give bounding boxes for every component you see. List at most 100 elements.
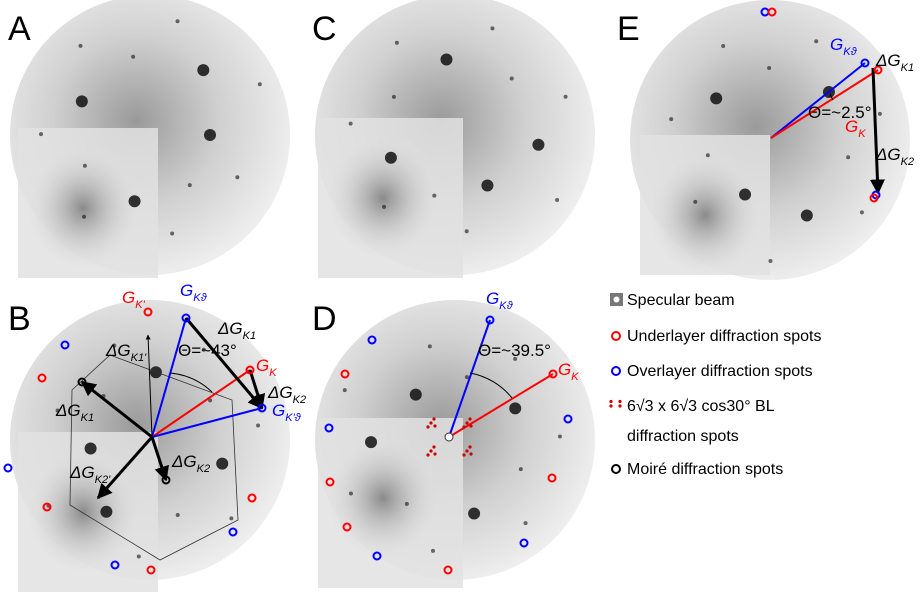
spot xyxy=(256,424,260,428)
label-main: G xyxy=(845,117,858,136)
spot xyxy=(343,388,347,392)
spot xyxy=(558,435,562,439)
label-sub: K1 xyxy=(243,330,256,342)
bl-spot xyxy=(465,449,468,452)
legend-text: Moiré diffraction spots xyxy=(627,461,783,478)
spot xyxy=(258,82,262,86)
label-sub: K' xyxy=(135,299,145,311)
legend-icon xyxy=(612,465,620,473)
spot xyxy=(431,549,435,553)
spot xyxy=(432,194,436,198)
bl-spot xyxy=(469,452,472,455)
label-main: G xyxy=(180,281,193,300)
label-sub: Kϑ xyxy=(843,46,857,58)
label-sub: Kϑ xyxy=(193,292,207,304)
label-main: G xyxy=(558,360,571,379)
label-sub: K2 xyxy=(293,394,306,406)
spot xyxy=(405,502,409,506)
label-main: ΔG xyxy=(171,452,197,471)
label-sub: K xyxy=(571,371,579,383)
bl-spot xyxy=(433,452,436,455)
spot xyxy=(137,554,141,558)
label-sub: K'ϑ xyxy=(285,412,301,424)
bl-spot xyxy=(468,417,471,420)
spot xyxy=(170,232,174,236)
label-main: G xyxy=(256,356,269,375)
spot xyxy=(79,44,83,48)
label-main: ΔG xyxy=(217,319,243,338)
label-main: G xyxy=(272,401,285,420)
spot xyxy=(188,183,192,187)
spot xyxy=(739,189,751,201)
spot-ring xyxy=(5,465,12,472)
spot xyxy=(82,215,86,219)
spot xyxy=(100,506,112,518)
legend-icon xyxy=(618,400,621,403)
spot xyxy=(706,153,710,157)
spot xyxy=(564,95,568,99)
spot xyxy=(767,66,771,70)
label-main: G xyxy=(486,289,499,308)
spot xyxy=(860,210,864,214)
spot xyxy=(524,521,528,525)
vector-label: GKϑ xyxy=(180,281,208,304)
figure: ACEBDGKϑΔGK1Θ=~2.5°GKΔGK2GK'GKϑΔGK1ΔGK1'… xyxy=(0,0,922,596)
legend-icon xyxy=(612,367,620,375)
spot xyxy=(846,155,850,159)
label-sub: K2' xyxy=(95,474,111,486)
spot xyxy=(204,129,216,141)
spot xyxy=(509,402,521,414)
spot xyxy=(216,458,228,470)
spot xyxy=(440,53,452,65)
spot xyxy=(428,344,432,348)
spot xyxy=(349,122,353,126)
spot xyxy=(669,117,673,121)
spot xyxy=(235,175,239,179)
spot xyxy=(721,44,725,48)
bl-spot xyxy=(432,445,435,448)
legend-text: diffraction spots xyxy=(627,428,739,445)
spot xyxy=(39,132,43,136)
label-text: Θ=~39.5° xyxy=(478,341,551,360)
legend-icon xyxy=(609,404,612,407)
legend-icon xyxy=(609,400,612,403)
spot xyxy=(710,92,722,104)
spot xyxy=(814,39,818,43)
label-main: ΔG xyxy=(55,401,81,420)
label-main: ΔG xyxy=(267,383,293,402)
spot xyxy=(395,41,399,45)
legend-text: Underlayer diffraction spots xyxy=(627,328,821,345)
bl-spot xyxy=(465,421,468,424)
vector-label: Θ=~39.5° xyxy=(478,341,551,360)
spot xyxy=(229,516,233,520)
bl-spot xyxy=(432,417,435,420)
spot xyxy=(176,513,180,517)
spot xyxy=(468,508,480,520)
label-main: G xyxy=(122,288,135,307)
label-main: ΔG xyxy=(875,51,901,70)
label-sub: K xyxy=(269,367,277,379)
label-sub: K xyxy=(858,128,866,140)
bl-spot xyxy=(429,449,432,452)
bl-spot xyxy=(426,425,429,428)
bl-spot xyxy=(433,424,436,427)
spot xyxy=(392,95,396,99)
bl-spot xyxy=(426,453,429,456)
legend-text: Overlayer diffraction spots xyxy=(627,363,813,380)
spot xyxy=(693,200,697,204)
legend-text: 6√3 x 6√3 cos30° BL xyxy=(627,398,775,415)
label-text: Θ=~2.5° xyxy=(808,103,872,122)
pattern-blob xyxy=(23,143,143,273)
panel-letter: C xyxy=(312,10,337,48)
spot xyxy=(382,205,386,209)
spot xyxy=(465,375,469,379)
spot xyxy=(365,436,377,448)
spot xyxy=(385,152,397,164)
vector-label: Θ=~43° xyxy=(178,341,237,360)
spot xyxy=(532,139,544,151)
bl-spot xyxy=(469,424,472,427)
label-sub: K1 xyxy=(81,412,94,424)
pattern-blob xyxy=(645,150,765,280)
spot xyxy=(129,195,141,207)
